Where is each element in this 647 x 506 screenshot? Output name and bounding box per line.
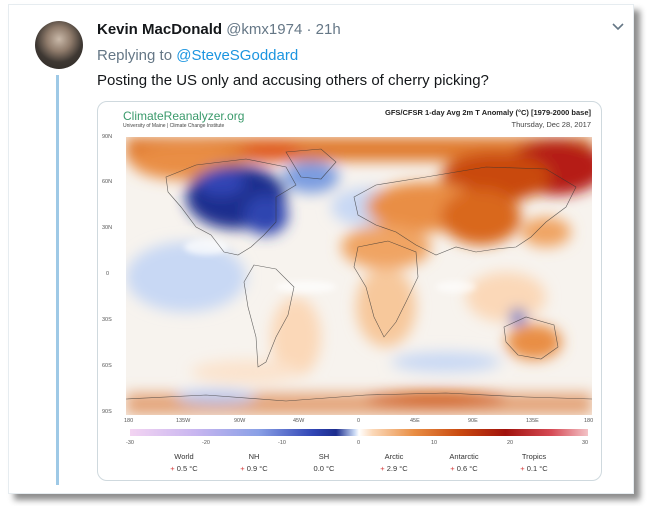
colorbar-tick: 10: [431, 440, 438, 446]
lon-label: 0: [357, 418, 361, 424]
colorbar-tick: 20: [507, 440, 514, 446]
chevron-down-icon[interactable]: [611, 19, 625, 35]
lon-label: 90E: [468, 418, 478, 424]
lon-label: 180: [124, 418, 134, 424]
timestamp[interactable]: 21h: [315, 21, 341, 38]
brand-logo: ClimateReanalyzer.org: [123, 109, 245, 123]
replying-prefix: Replying to: [97, 47, 173, 64]
map-title: GFS/CFSR 1-day Avg 2m T Anomaly (°C) [19…: [385, 108, 591, 117]
stat-value: 0.0 °C: [313, 464, 335, 473]
lat-label: 30S: [102, 317, 112, 323]
lat-label: 60S: [102, 363, 112, 369]
tweet-text: Posting the US only and accusing others …: [97, 72, 489, 89]
stat-label: Tropics: [521, 452, 547, 461]
colorbar-tick: -20: [202, 440, 210, 446]
lon-label: 180: [584, 418, 594, 424]
lon-label: 135W: [176, 418, 191, 424]
plus-mark: +: [380, 464, 385, 473]
tweet-card[interactable]: Kevin MacDonald @kmx1974 · 21h Replying …: [8, 4, 634, 494]
lat-label: 30N: [102, 225, 113, 231]
stat-value: + 0.5 °C: [170, 464, 198, 473]
stat-value: + 0.1 °C: [520, 464, 548, 473]
lat-label: 60N: [102, 179, 113, 185]
lon-label: 45E: [410, 418, 420, 424]
stat-label: Arctic: [384, 452, 404, 461]
lon-label: 45W: [293, 418, 305, 424]
map-date: Thursday, Dec 28, 2017: [511, 120, 592, 129]
brand-subtitle: University of Maine | Climate Change Ins…: [123, 123, 225, 129]
stat-label: World: [174, 452, 194, 461]
display-name[interactable]: Kevin MacDonald: [97, 21, 223, 38]
plus-mark: +: [170, 464, 175, 473]
lat-label: 90N: [102, 134, 113, 140]
lon-label: 135E: [526, 418, 539, 424]
colorbar-tick: -10: [278, 440, 286, 446]
thread-line: [56, 75, 59, 485]
lon-label: 90W: [234, 418, 246, 424]
avatar[interactable]: [35, 21, 83, 69]
user-handle[interactable]: @kmx1974: [226, 21, 303, 38]
lat-label: 0: [106, 271, 110, 277]
colorbar-tick: 30: [582, 440, 589, 446]
anomaly-map: [126, 137, 592, 415]
stat-label: Antarctic: [449, 452, 479, 461]
colorbar-tick: 0: [357, 440, 361, 446]
stat-value: + 2.9 °C: [380, 464, 408, 473]
mention-link[interactable]: @SteveSGoddard: [176, 47, 299, 64]
replying-to: Replying to @SteveSGoddard: [97, 47, 298, 64]
lat-label: 90S: [102, 409, 112, 415]
plus-mark: +: [450, 464, 455, 473]
separator: ·: [306, 21, 312, 38]
colorbar-tick: -30: [126, 440, 134, 446]
stat-value: + 0.6 °C: [450, 464, 478, 473]
tweet-header: Kevin MacDonald @kmx1974 · 21h: [97, 21, 341, 38]
tweet-media[interactable]: ClimateReanalyzer.org University of Main…: [97, 101, 602, 481]
plus-mark: +: [520, 464, 525, 473]
stat-label: NH: [248, 452, 260, 461]
stat-label: SH: [318, 452, 330, 461]
plus-mark: +: [240, 464, 245, 473]
colorbar: [130, 429, 588, 436]
stat-value: + 0.9 °C: [240, 464, 268, 473]
